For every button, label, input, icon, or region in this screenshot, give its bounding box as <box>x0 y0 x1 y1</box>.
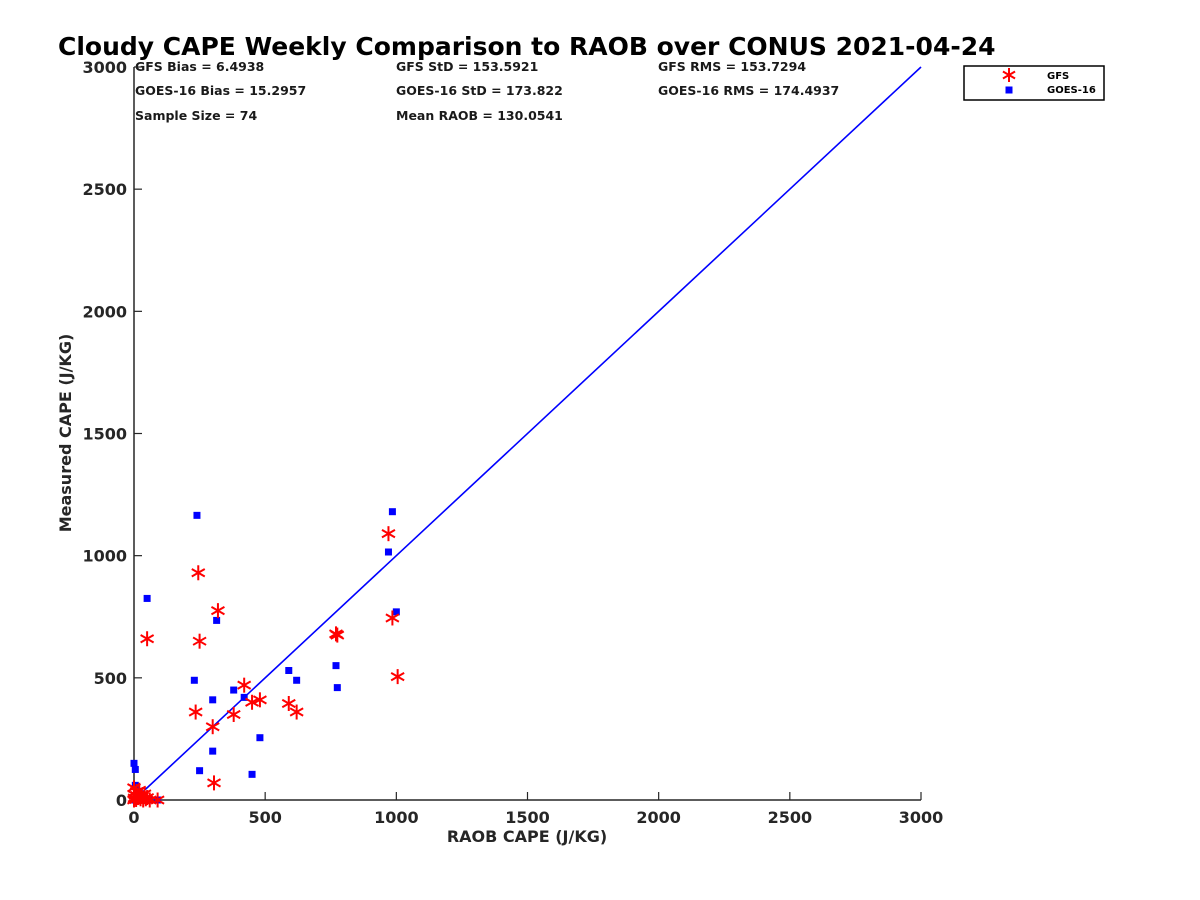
gfs-point <box>210 603 225 619</box>
gfs-point <box>237 677 252 693</box>
gfs-point <box>385 610 400 626</box>
gfs-point <box>191 565 206 581</box>
gfs-point <box>205 719 220 735</box>
y-tick-label: 3000 <box>82 58 127 77</box>
legend-goes16-marker-icon <box>1005 86 1013 94</box>
y-tick-label: 1000 <box>82 547 127 566</box>
goes16-point <box>131 765 139 773</box>
stat-goes16-bias: GOES-16 Bias = 15.2957 <box>135 83 306 98</box>
stat-goes16-std: GOES-16 StD = 173.822 <box>396 83 563 98</box>
goes16-point <box>256 734 264 742</box>
goes16-point <box>143 594 151 602</box>
goes16-point <box>213 616 221 624</box>
y-tick-label: 2000 <box>82 302 127 321</box>
x-tick-label: 1000 <box>374 808 419 827</box>
goes16-point <box>388 508 396 516</box>
goes16-point <box>190 676 198 684</box>
goes16-point <box>230 686 238 694</box>
gfs-point <box>226 706 241 722</box>
goes16-point <box>332 662 340 670</box>
gfs-point <box>330 627 345 643</box>
goes16-point <box>333 684 341 692</box>
gfs-point <box>207 775 222 791</box>
stat-goes16-rms: GOES-16 RMS = 174.4937 <box>658 83 839 98</box>
gfs-point <box>281 695 296 711</box>
legend-box <box>963 65 1105 101</box>
x-tick-label: 0 <box>128 808 139 827</box>
gfs-point <box>140 631 155 647</box>
legend-gfs-asterisk <box>1002 68 1016 82</box>
goes16-point <box>209 747 217 755</box>
gfs-point <box>131 789 146 805</box>
y-tick-label: 2500 <box>82 180 127 199</box>
stat-gfs-bias: GFS Bias = 6.4938 <box>135 59 264 74</box>
axes: 0 500 1000 1500 2000 2500 3000 0 500 1000 1500 2000… <box>82 58 943 827</box>
reference-line <box>133 66 922 801</box>
x-tick-label: 2000 <box>636 808 681 827</box>
goes16-point <box>384 548 392 556</box>
stats-block: GFS Bias = 6.4938 GFS StD = 153.5921 GFS… <box>135 59 839 123</box>
goes16-point <box>248 770 256 778</box>
data-points <box>127 508 405 808</box>
stat-gfs-rms: GFS RMS = 153.7294 <box>658 59 806 74</box>
x-tick-label: 500 <box>248 808 281 827</box>
goes16-point <box>293 676 301 684</box>
gfs-point <box>150 792 165 808</box>
x-tick-label: 1500 <box>505 808 550 827</box>
gfs-point <box>390 669 405 685</box>
gfs-point <box>192 633 207 649</box>
legend-gfs-marker-icon <box>1002 68 1016 82</box>
gfs-point <box>381 526 396 542</box>
goes16-point <box>240 693 248 701</box>
goes16-point <box>130 759 138 767</box>
goes16-point <box>285 667 293 675</box>
legend-goes16-label: GOES-16 <box>1047 85 1096 96</box>
gfs-point <box>245 694 260 710</box>
goes16-point <box>209 696 217 704</box>
legend: GFS GOES-16 <box>963 65 1105 101</box>
goes16-point <box>392 608 400 616</box>
legend-gfs-label: GFS <box>1047 71 1069 82</box>
x-axis-label: RAOB CAPE (J/KG) <box>447 827 607 846</box>
y-tick-label: 1500 <box>82 425 127 444</box>
one-to-one-line <box>133 66 922 801</box>
stat-mean-raob: Mean RAOB = 130.0541 <box>396 108 563 123</box>
y-tick-label: 500 <box>94 669 127 688</box>
goes16-point <box>131 781 139 789</box>
y-axis-label: Measured CAPE (J/KG) <box>56 334 75 533</box>
chart-title: Cloudy CAPE Weekly Comparison to RAOB ov… <box>58 32 996 61</box>
goes16-point <box>193 511 201 519</box>
stat-gfs-std: GFS StD = 153.5921 <box>396 59 538 74</box>
stat-sample-size: Sample Size = 74 <box>135 108 257 123</box>
gfs-point <box>188 704 203 720</box>
legend-goes16-square <box>1005 86 1013 94</box>
gfs-point <box>289 704 304 720</box>
gfs-point <box>252 692 267 708</box>
goes16-point <box>196 767 204 775</box>
y-tick-label: 0 <box>116 791 127 810</box>
x-tick-label: 2500 <box>768 808 813 827</box>
x-tick-label: 3000 <box>899 808 944 827</box>
